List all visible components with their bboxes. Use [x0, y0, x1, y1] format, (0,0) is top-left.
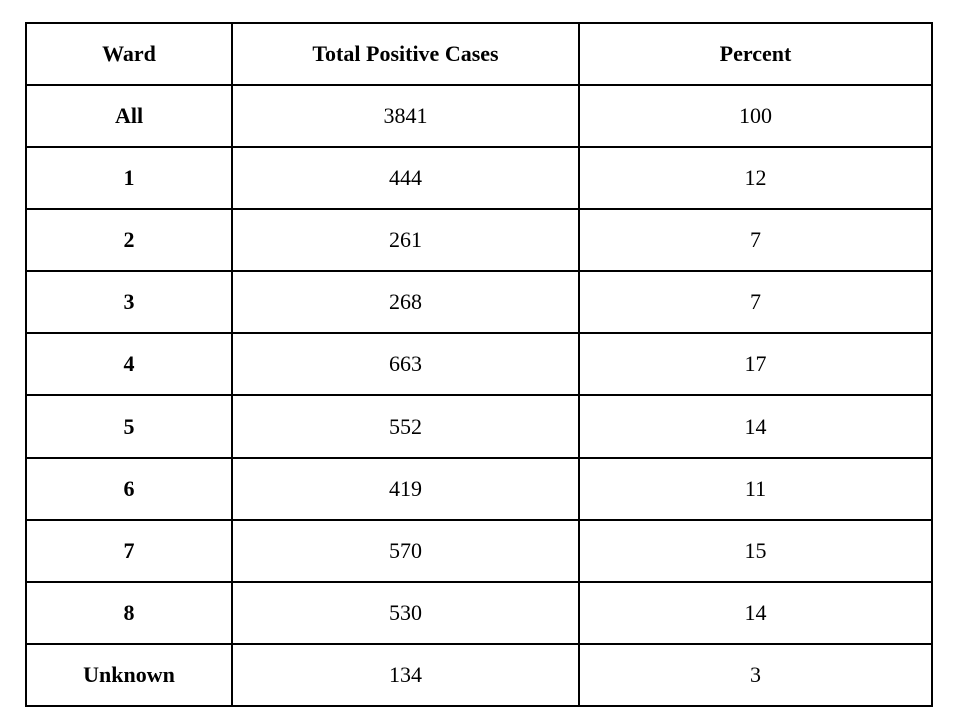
percent-cell: 7: [578, 208, 933, 273]
percent-cell: 100: [578, 83, 933, 149]
ward-cell: 2: [25, 208, 233, 273]
table-row: 4 663 17: [25, 332, 933, 397]
total-positive-cases-cell: 3841: [231, 83, 580, 149]
percent-cell: 7: [578, 270, 933, 335]
total-positive-cases-cell: 134: [231, 642, 580, 708]
percent-cell: 17: [578, 332, 933, 397]
percent-cell: 12: [578, 146, 933, 211]
total-positive-cases-cell: 444: [231, 146, 580, 211]
total-positive-cases-cell: 261: [231, 208, 580, 273]
table-row: 5 552 14: [25, 394, 933, 459]
ward-cases-table: Ward Total Positive Cases Percent All 384…: [25, 22, 933, 708]
table-row: 1 444 12: [25, 146, 933, 211]
table-row: 2 261 7: [25, 208, 933, 273]
percent-cell: 15: [578, 518, 933, 583]
ward-cell: 3: [25, 270, 233, 335]
percent-cell: 14: [578, 394, 933, 459]
total-positive-cases-cell: 552: [231, 394, 580, 459]
total-positive-cases-cell: 530: [231, 580, 580, 645]
column-header-ward: Ward: [25, 22, 233, 86]
ward-cell: 6: [25, 456, 233, 521]
column-header-total-positive-cases: Total Positive Cases: [231, 22, 580, 86]
table-row: 8 530 14: [25, 580, 933, 645]
table-header: Ward Total Positive Cases Percent: [25, 22, 933, 86]
percent-cell: 3: [578, 642, 933, 708]
total-positive-cases-cell: 419: [231, 456, 580, 521]
table-row: 6 419 11: [25, 456, 933, 521]
total-positive-cases-cell: 570: [231, 518, 580, 583]
table-header-row: Ward Total Positive Cases Percent: [25, 22, 933, 86]
ward-cell: All: [25, 83, 233, 149]
ward-cell: 7: [25, 518, 233, 583]
ward-cell: 4: [25, 332, 233, 397]
ward-cell: 1: [25, 146, 233, 211]
total-positive-cases-cell: 663: [231, 332, 580, 397]
table-row: Unknown 134 3: [25, 642, 933, 708]
percent-cell: 14: [578, 580, 933, 645]
percent-cell: 11: [578, 456, 933, 521]
column-header-percent: Percent: [578, 22, 933, 86]
ward-cell: 8: [25, 580, 233, 645]
table-body: All 3841 100 1 444 12 2 261 7 3 268 7 4 663 17 5 552 14 6 4…: [25, 83, 933, 708]
table-row: 3 268 7: [25, 270, 933, 335]
table-row: All 3841 100: [25, 83, 933, 149]
total-positive-cases-cell: 268: [231, 270, 580, 335]
ward-cell: 5: [25, 394, 233, 459]
ward-cell: Unknown: [25, 642, 233, 708]
table-row: 7 570 15: [25, 518, 933, 583]
